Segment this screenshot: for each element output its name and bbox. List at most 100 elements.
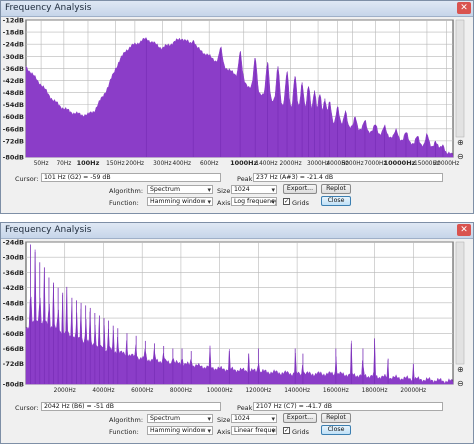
titlebar[interactable]: Frequency Analysis ✕ bbox=[1, 1, 473, 17]
y-tick-label: -36dB bbox=[3, 65, 24, 73]
export-button[interactable]: Export... bbox=[283, 184, 317, 194]
spectrum-chart-log[interactable]: -12dB -18dB -24dB -30dB -36dB -42dB -48dB -54dB… bbox=[1, 16, 474, 169]
y-tick-label: -18dB bbox=[3, 29, 24, 37]
algorithm-label: Algorithm: bbox=[109, 416, 144, 424]
frequency-analysis-window-log: Frequency Analysis ✕ -12dB -18dB -24dB -30d… bbox=[0, 0, 474, 214]
axis-select[interactable]: Linear frequency bbox=[231, 426, 277, 435]
y-tick-label: -36dB bbox=[3, 269, 24, 277]
spectrum-plot[interactable]: -24dB -30dB -36dB -42dB -48dB -54dB -60dB -66dB… bbox=[1, 238, 474, 398]
function-select[interactable]: Hamming window bbox=[147, 426, 213, 435]
function-label: Function: bbox=[109, 199, 139, 207]
grids-label: Grids bbox=[292, 428, 310, 436]
x-tick-label: 4000Hz bbox=[92, 388, 114, 394]
vertical-scrollbar[interactable] bbox=[455, 241, 465, 365]
y-tick-label: -48dB bbox=[3, 89, 24, 97]
y-tick-label: -30dB bbox=[3, 53, 24, 61]
x-tick-label: 8000Hz bbox=[170, 388, 192, 394]
x-tick-label: 6000Hz bbox=[131, 388, 153, 394]
export-button[interactable]: Export... bbox=[283, 413, 317, 423]
cursor-readout: 101 Hz (G2) = -59 dB bbox=[41, 173, 221, 182]
y-tick-label: -12dB bbox=[3, 17, 24, 25]
window-title: Frequency Analysis bbox=[5, 3, 92, 13]
grids-checkbox[interactable]: ✓ bbox=[283, 427, 290, 434]
x-tick-label: 1400Hz bbox=[255, 161, 277, 167]
y-tick-label: -66dB bbox=[3, 345, 24, 353]
x-tick-label: 2000Hz bbox=[280, 161, 302, 167]
close-icon[interactable]: ✕ bbox=[457, 224, 471, 236]
y-tick-label: -42dB bbox=[3, 77, 24, 85]
close-icon[interactable]: ✕ bbox=[457, 2, 471, 14]
peak-label: Peak: bbox=[237, 175, 255, 183]
x-tick-label: 400Hz bbox=[173, 161, 191, 167]
y-tick-label: -72dB bbox=[3, 137, 24, 145]
x-tick-label: 10000Hz bbox=[384, 159, 416, 167]
axis-select[interactable]: Log frequency bbox=[231, 197, 277, 206]
frequency-analysis-window-linear: Frequency Analysis ✕ -24dB -30dB -36dB -42d… bbox=[0, 222, 474, 444]
zoom-in-icon[interactable]: ⊕ bbox=[457, 365, 464, 374]
spectrum-chart-linear[interactable]: -24dB -30dB -36dB -42dB -48dB -54dB -60dB -66dB… bbox=[1, 238, 474, 398]
y-tick-label: -24dB bbox=[3, 239, 24, 247]
algorithm-select[interactable]: Spectrum bbox=[147, 185, 213, 194]
grids-checkbox[interactable]: ✓ bbox=[283, 198, 290, 205]
zoom-in-icon[interactable]: ⊕ bbox=[457, 138, 464, 147]
close-button[interactable]: Close bbox=[321, 425, 351, 435]
axis-label: Axis: bbox=[217, 428, 233, 436]
y-tick-label: -66dB bbox=[3, 125, 24, 133]
function-select[interactable]: Hamming window bbox=[147, 197, 213, 206]
y-tick-label: -54dB bbox=[3, 315, 24, 323]
y-tick-label: -54dB bbox=[3, 101, 24, 109]
replot-button[interactable]: Replot bbox=[321, 184, 351, 194]
x-tick-label: 12000Hz bbox=[245, 388, 271, 394]
replot-button[interactable]: Replot bbox=[321, 413, 351, 423]
x-tick-label: 70Hz bbox=[56, 161, 71, 167]
cursor-label: Cursor: bbox=[15, 404, 39, 412]
x-tick-label: 20000Hz bbox=[433, 161, 459, 167]
x-tick-label: 16000Hz bbox=[323, 388, 349, 394]
x-tick-label: 600Hz bbox=[200, 161, 218, 167]
x-tick-label: 5000Hz bbox=[342, 161, 364, 167]
size-label: Size: bbox=[217, 187, 233, 195]
x-tick-label: 14000Hz bbox=[284, 388, 310, 394]
y-tick-label: -48dB bbox=[3, 299, 24, 307]
x-tick-label: 7000Hz bbox=[364, 161, 386, 167]
function-label: Function: bbox=[109, 428, 139, 436]
algorithm-label: Algorithm: bbox=[109, 187, 144, 195]
size-select[interactable]: 1024 bbox=[231, 185, 277, 194]
y-tick-label: -80dB bbox=[3, 381, 24, 389]
zoom-out-icon[interactable]: ⊖ bbox=[457, 152, 464, 161]
y-tick-label: -80dB bbox=[3, 154, 24, 162]
algorithm-select[interactable]: Spectrum bbox=[147, 414, 213, 423]
y-tick-label: -60dB bbox=[3, 113, 24, 121]
peak-readout: 2107 Hz (C7) = -41.7 dB bbox=[253, 402, 443, 411]
close-button[interactable]: Close bbox=[321, 196, 351, 206]
peak-label: Peak: bbox=[237, 404, 255, 412]
grids-label: Grids bbox=[292, 199, 310, 207]
x-tick-label: 3000Hz bbox=[307, 161, 329, 167]
x-tick-label: 15000Hz bbox=[414, 161, 440, 167]
y-tick-label: -72dB bbox=[3, 360, 24, 368]
y-tick-label: -42dB bbox=[3, 284, 24, 292]
x-tick-label: 4000Hz bbox=[326, 161, 348, 167]
x-tick-label: 150Hz bbox=[106, 161, 124, 167]
x-tick-label: 20000Hz bbox=[400, 388, 426, 394]
x-tick-label: 300Hz bbox=[153, 161, 171, 167]
x-tick-label: 2000Hz bbox=[54, 388, 76, 394]
x-tick-label: 200Hz bbox=[126, 161, 144, 167]
y-tick-label: -30dB bbox=[3, 254, 24, 262]
axis-label: Axis: bbox=[217, 199, 233, 207]
x-tick-label: 18000Hz bbox=[362, 388, 388, 394]
cursor-readout: 2042 Hz (B6) = -51 dB bbox=[41, 402, 221, 411]
x-tick-label: 50Hz bbox=[34, 161, 49, 167]
size-label: Size: bbox=[217, 416, 233, 424]
x-tick-label: 100Hz bbox=[77, 159, 100, 167]
spectrum-area bbox=[25, 249, 454, 385]
spectrum-plot[interactable]: -12dB -18dB -24dB -30dB -36dB -42dB -48dB -54dB… bbox=[1, 16, 474, 169]
vertical-scrollbar[interactable] bbox=[455, 19, 465, 138]
window-title: Frequency Analysis bbox=[5, 225, 92, 235]
titlebar[interactable]: Frequency Analysis ✕ bbox=[1, 223, 473, 239]
zoom-out-icon[interactable]: ⊖ bbox=[457, 379, 464, 388]
x-tick-label: 1000Hz bbox=[230, 159, 258, 167]
cursor-label: Cursor: bbox=[15, 175, 39, 183]
size-select[interactable]: 1024 bbox=[231, 414, 277, 423]
x-tick-label: 10000Hz bbox=[207, 388, 233, 394]
